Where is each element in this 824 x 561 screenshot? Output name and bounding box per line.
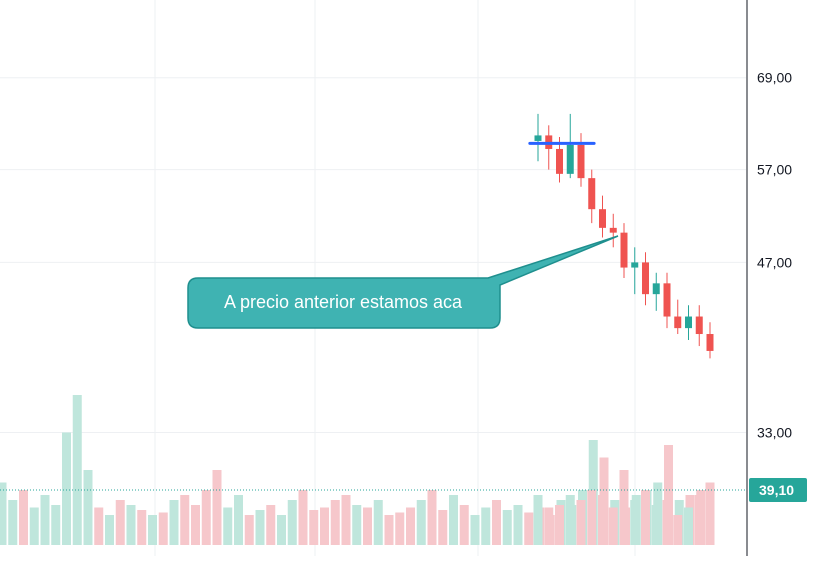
volume-bar (492, 500, 501, 545)
volume-bar (19, 490, 28, 545)
last-price-value: 39,10 (759, 482, 794, 498)
volume-bar (673, 515, 683, 545)
volume-bar (29, 507, 39, 545)
volume-bar (363, 507, 372, 545)
volume-bar (587, 490, 597, 545)
candle-down (695, 316, 703, 335)
volume-bar (191, 505, 200, 545)
volume-bar (352, 505, 362, 545)
volume-bar (8, 500, 18, 545)
volume-bar (169, 500, 179, 545)
candle-down (588, 178, 596, 210)
volume-bar (576, 500, 586, 545)
y-tick-label: 33,00 (757, 425, 792, 441)
candle-down (706, 334, 714, 351)
volume-bar (40, 495, 50, 545)
volume-bar (72, 395, 82, 545)
volume-bars (0, 395, 746, 545)
volume-bar (234, 495, 243, 545)
volume-bar (406, 507, 415, 545)
volume-bar (287, 500, 297, 545)
volume-bar (266, 505, 276, 545)
volume-bar (137, 510, 147, 545)
volume-bar (449, 495, 458, 545)
callout-text: A precio anterior estamos aca (224, 292, 463, 312)
volume-bar (416, 500, 426, 545)
volume-bar (244, 515, 254, 545)
candle-down (674, 316, 682, 329)
volume-bar (641, 490, 650, 545)
candle-up (566, 144, 574, 174)
candle-up (631, 262, 639, 268)
volume-bar (608, 507, 618, 545)
candle-up (652, 283, 660, 295)
volume-bar (651, 505, 661, 545)
volume-bar (158, 512, 168, 545)
volume-bar (565, 495, 575, 545)
volume-bar (427, 490, 437, 545)
volume-bar (320, 507, 329, 545)
volume-bar (664, 445, 673, 545)
volume-bar (126, 505, 136, 545)
volume-bar (513, 505, 523, 545)
volume-bar (619, 470, 629, 545)
callout-box (187, 235, 619, 329)
volume-bar (598, 495, 607, 545)
volume-bar (180, 495, 190, 545)
volume-bar (502, 510, 512, 545)
volume-bar (94, 507, 104, 545)
volume-bar (83, 470, 93, 545)
volume-bar (705, 482, 715, 545)
candle-down (642, 262, 649, 295)
volume-bar (0, 482, 7, 545)
volume-bar (438, 510, 448, 545)
volume-bar (309, 510, 319, 545)
volume-bar (395, 512, 405, 545)
volume-bar (533, 495, 543, 545)
volume-bar (662, 500, 672, 545)
candle-down (577, 144, 585, 179)
y-tick-label: 57,00 (757, 162, 792, 178)
volume-bar (277, 515, 286, 545)
volume-bar (255, 510, 265, 545)
volume-bar (470, 515, 480, 545)
volume-bar (330, 500, 340, 545)
volume-bar (630, 500, 640, 545)
volume-bar (481, 507, 491, 545)
volume-bar (524, 512, 534, 545)
volume-bar (459, 505, 469, 545)
candle-up (685, 316, 692, 329)
callout-annotation: A precio anterior estamos aca (187, 235, 619, 329)
volume-bar (341, 495, 351, 545)
y-tick-label: 69,00 (757, 70, 792, 86)
candle-down (620, 232, 628, 268)
volume-bar (62, 432, 71, 545)
candle-down (663, 283, 671, 317)
volume-bar (51, 505, 61, 545)
volume-bar (212, 470, 222, 545)
volume-bar (105, 515, 114, 545)
volume-bar (694, 495, 704, 545)
candle-down (599, 209, 606, 228)
volume-bar (544, 507, 554, 545)
last-price-tag: 39,10 (749, 478, 807, 502)
volume-bar (201, 490, 211, 545)
volume-bar (373, 500, 383, 545)
y-tick-label: 47,00 (757, 254, 792, 270)
volume-bar (684, 507, 693, 545)
volume-bar (298, 490, 308, 545)
volume-bar (115, 500, 125, 545)
support-resistance-lines (528, 141, 596, 145)
candle-up (534, 135, 542, 141)
volume-bar (223, 507, 233, 545)
candle-down (609, 227, 617, 233)
volume-bar (148, 515, 157, 545)
volume-bar (384, 515, 394, 545)
candle-down (556, 148, 563, 174)
volume-bar (555, 505, 564, 545)
price-axis[interactable]: 220,00180,00140,00120,00100,0085,0069,00… (757, 0, 800, 441)
last-price-badge (749, 478, 807, 502)
